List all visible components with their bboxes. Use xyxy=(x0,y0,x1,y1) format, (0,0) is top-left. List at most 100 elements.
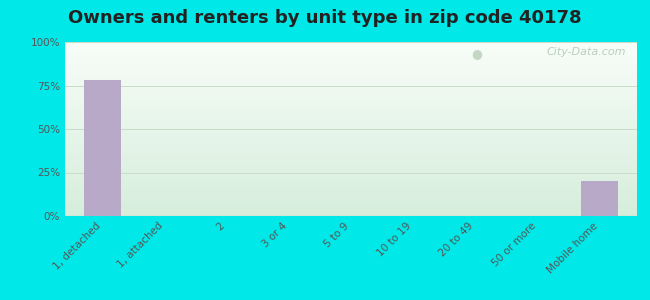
Bar xyxy=(65,198,637,199)
Bar xyxy=(65,49,637,50)
Bar xyxy=(65,86,637,87)
Bar xyxy=(65,134,637,135)
Bar xyxy=(65,69,637,70)
Bar xyxy=(65,111,637,112)
Bar xyxy=(65,126,637,127)
Bar xyxy=(65,92,637,93)
Bar xyxy=(65,131,637,132)
Bar xyxy=(65,65,637,66)
Bar xyxy=(65,85,637,86)
Bar xyxy=(65,55,637,56)
Bar xyxy=(65,117,637,118)
Bar xyxy=(65,70,637,71)
Bar xyxy=(65,145,637,146)
Bar xyxy=(65,157,637,158)
Bar xyxy=(65,206,637,207)
Bar xyxy=(65,192,637,193)
Bar xyxy=(65,165,637,166)
Bar xyxy=(84,80,121,216)
Bar xyxy=(65,213,637,214)
Bar xyxy=(65,68,637,69)
Bar xyxy=(65,102,637,103)
Bar xyxy=(65,87,637,88)
Bar xyxy=(65,50,637,51)
Bar xyxy=(65,177,637,178)
Text: Owners and renters by unit type in zip code 40178: Owners and renters by unit type in zip c… xyxy=(68,9,582,27)
Bar xyxy=(65,54,637,55)
Bar xyxy=(65,130,637,131)
Bar xyxy=(65,108,637,109)
Bar xyxy=(65,151,637,152)
Bar xyxy=(65,113,637,114)
Bar xyxy=(65,186,637,187)
Bar xyxy=(65,162,637,163)
Bar xyxy=(65,144,637,145)
Bar xyxy=(65,115,637,116)
Bar xyxy=(65,60,637,61)
Bar xyxy=(65,180,637,181)
Bar xyxy=(65,80,637,81)
Bar xyxy=(65,133,637,134)
Bar xyxy=(65,208,637,209)
Bar xyxy=(65,129,637,130)
Bar xyxy=(65,173,637,174)
Bar xyxy=(65,120,637,121)
Bar xyxy=(65,201,637,202)
Bar xyxy=(65,139,637,140)
Bar xyxy=(65,75,637,76)
Bar xyxy=(65,43,637,44)
Bar xyxy=(65,128,637,129)
Bar xyxy=(65,94,637,95)
Bar xyxy=(65,73,637,74)
Bar xyxy=(65,187,637,188)
Bar xyxy=(65,146,637,147)
Bar xyxy=(65,45,637,46)
Bar xyxy=(65,140,637,141)
Bar xyxy=(65,72,637,73)
Bar xyxy=(65,84,637,85)
Bar xyxy=(65,122,637,123)
Bar xyxy=(65,98,637,99)
Bar xyxy=(65,76,637,77)
Bar xyxy=(65,182,637,183)
Bar xyxy=(65,195,637,196)
Bar xyxy=(65,61,637,62)
Bar xyxy=(65,48,637,49)
Bar xyxy=(65,150,637,151)
Bar xyxy=(65,118,637,119)
Bar xyxy=(65,207,637,208)
Bar xyxy=(65,154,637,155)
Bar xyxy=(65,149,637,150)
Bar xyxy=(65,109,637,110)
Bar xyxy=(65,88,637,89)
Bar xyxy=(65,170,637,171)
Bar xyxy=(65,74,637,75)
Bar xyxy=(65,196,637,197)
Bar xyxy=(65,97,637,98)
Bar xyxy=(65,67,637,68)
Bar xyxy=(65,119,637,120)
Bar xyxy=(65,135,637,136)
Bar xyxy=(65,124,637,125)
Bar xyxy=(65,184,637,185)
Bar xyxy=(65,63,637,64)
Bar xyxy=(65,82,637,83)
Bar xyxy=(65,191,637,192)
Bar xyxy=(65,116,637,117)
Bar xyxy=(65,62,637,63)
Bar xyxy=(65,185,637,186)
Bar xyxy=(65,183,637,184)
Bar xyxy=(65,127,637,128)
Bar xyxy=(65,169,637,170)
Bar xyxy=(65,181,637,182)
Bar xyxy=(65,66,637,67)
Bar xyxy=(65,51,637,52)
Bar xyxy=(65,199,637,200)
Text: City-Data.com: City-Data.com xyxy=(546,47,625,57)
Bar xyxy=(65,118,637,119)
Bar xyxy=(65,159,637,160)
Bar xyxy=(65,44,637,45)
Bar xyxy=(65,141,637,142)
Bar xyxy=(65,209,637,210)
Bar xyxy=(65,81,637,82)
